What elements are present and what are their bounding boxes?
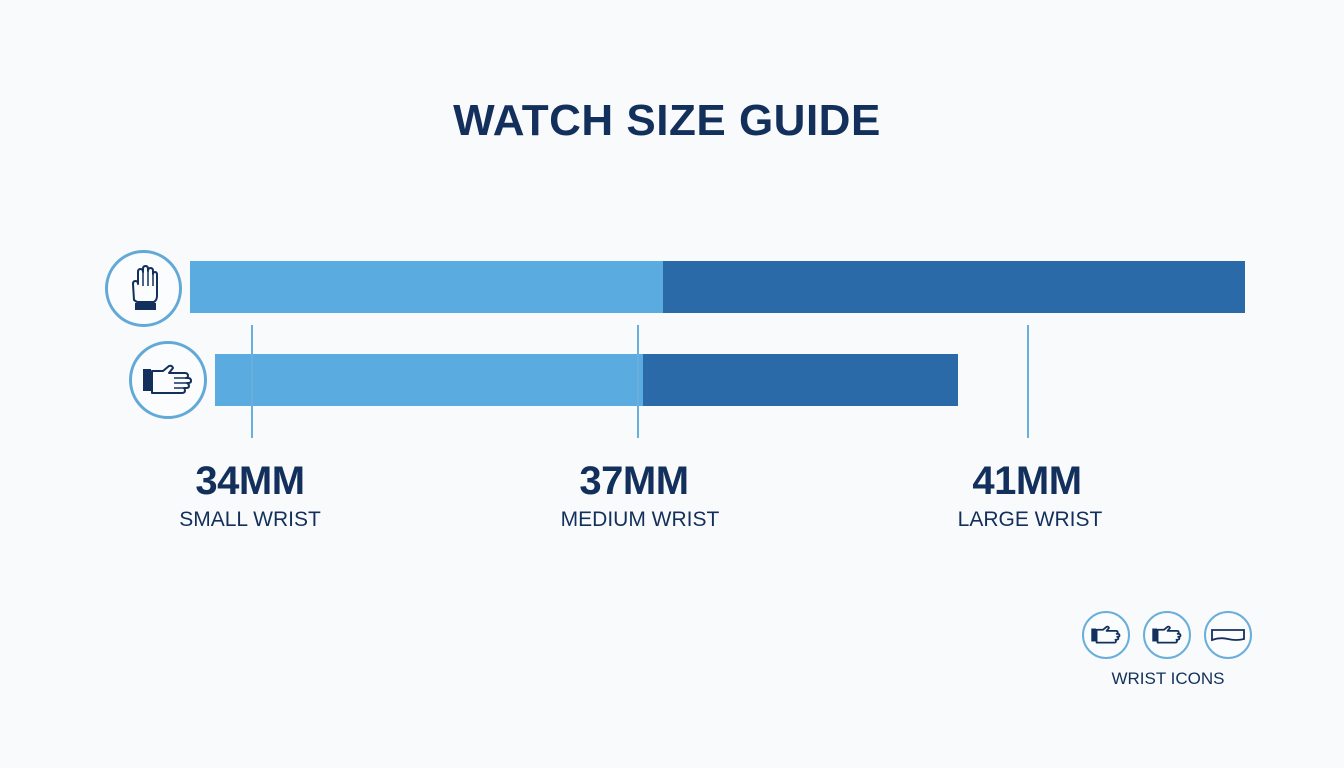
bar-row2-large-segment xyxy=(643,354,958,406)
legend-side-hand-icon-2 xyxy=(1143,611,1191,659)
bar-row2-small-segment xyxy=(215,354,643,406)
bar-row1-small-segment xyxy=(190,261,663,313)
size-label-medium: 37MM xyxy=(579,459,689,503)
page-title: WATCH SIZE GUIDE xyxy=(453,96,881,145)
wrist-label-small: SMALL WRIST xyxy=(179,508,321,531)
tick-37mm xyxy=(637,325,639,438)
legend-label: WRIST ICONS xyxy=(1111,669,1225,688)
legend-band-icon xyxy=(1204,611,1252,659)
bar-row1-large-segment xyxy=(663,261,1245,313)
tick-41mm xyxy=(1027,325,1029,438)
legend-side-hand-icon-1 xyxy=(1082,611,1130,659)
side-hand-icon xyxy=(129,341,207,419)
tick-34mm xyxy=(251,325,253,438)
size-label-large: 41MM xyxy=(972,459,1082,503)
raised-hand-icon xyxy=(105,250,182,327)
size-label-small: 34MM xyxy=(195,459,305,503)
wrist-label-medium: MEDIUM WRIST xyxy=(560,508,720,531)
wrist-label-large: LARGE WRIST xyxy=(957,508,1103,531)
